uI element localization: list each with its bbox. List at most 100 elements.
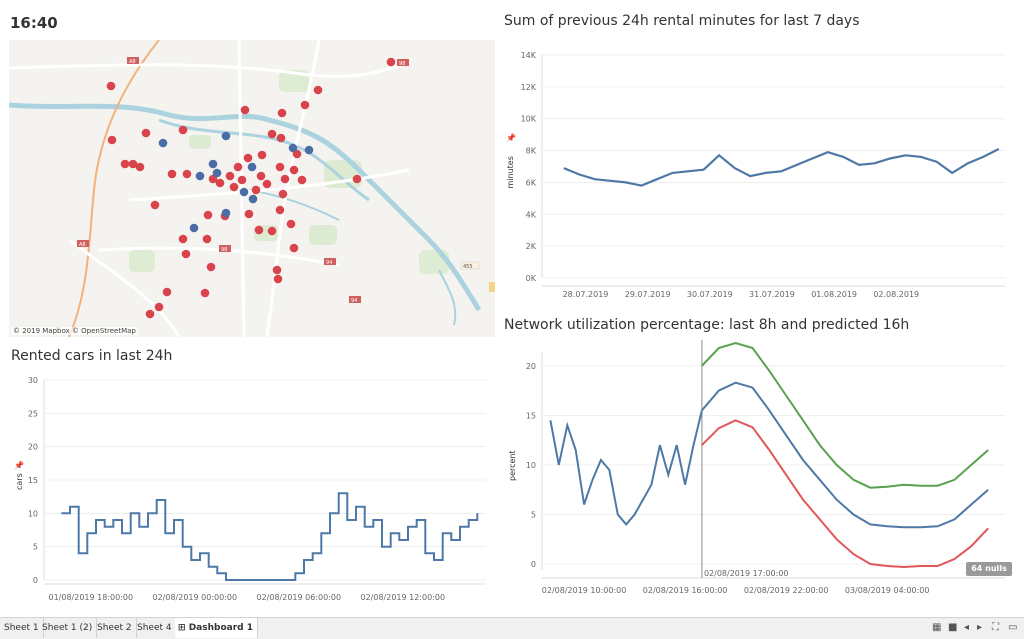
x-tick-label: 02/08/2019 00:00:00 xyxy=(153,593,238,602)
present-icon[interactable]: ▭ xyxy=(1008,622,1018,633)
x-tick-label: 28.07.2019 xyxy=(563,290,609,299)
x-tick-label: 02/08/2019 12:00:00 xyxy=(361,593,446,602)
map-dot-red xyxy=(300,100,310,110)
map-canvas[interactable]: A8 98 A8 98 94 94 455 xyxy=(9,40,495,337)
next-icon[interactable]: ▸ xyxy=(977,622,983,633)
map-dot-blue xyxy=(288,143,298,153)
rented-cars-chart[interactable]: 0 5 10 15 20 25 30 01/08/2019 18:00:00 02/08/201… xyxy=(8,370,498,610)
tab-sheet-4[interactable]: Sheet 4 xyxy=(133,618,177,638)
y-tick-label: 30 xyxy=(28,376,38,385)
map-dot-blue xyxy=(158,138,168,148)
y-tick-label: 25 xyxy=(28,409,38,418)
y-tick-label: 14K xyxy=(521,51,537,60)
series-line-history xyxy=(549,410,703,526)
y-tick-label: 15 xyxy=(526,411,536,420)
tab-sheet-1-2[interactable]: Sheet 1 (2) xyxy=(38,618,98,638)
prev-icon[interactable]: ◂ xyxy=(964,622,970,633)
map-dot-blue xyxy=(221,208,231,218)
map-dot-red xyxy=(289,243,299,253)
y-tick-label: 2K xyxy=(526,242,537,251)
map-dot-red xyxy=(313,85,323,95)
x-tick-label: 03/08/2019 04:00:00 xyxy=(845,586,930,595)
fullscreen-icon[interactable]: ⛶ xyxy=(992,622,999,633)
series-line-upper xyxy=(701,341,989,489)
city-map[interactable]: A8 98 A8 98 94 94 455 © 2019 Mapbox © Op… xyxy=(9,40,495,337)
map-dot-red xyxy=(225,171,235,181)
y-tick-label: 5 xyxy=(531,510,536,519)
y-tick-label: 8K xyxy=(526,147,537,156)
y-tick-label: 20 xyxy=(28,443,38,452)
tab-label: Dashboard 1 xyxy=(188,623,253,633)
map-dot-red xyxy=(286,219,296,229)
map-dot-red xyxy=(106,81,116,91)
x-tick-label: 29.07.2019 xyxy=(625,290,671,299)
map-dot-red xyxy=(257,150,267,160)
y-axis-label: percent xyxy=(508,450,517,481)
map-dot-red xyxy=(280,174,290,184)
map-dot-blue xyxy=(212,168,222,178)
map-dot-red xyxy=(272,265,282,275)
map-dot-blue xyxy=(189,223,199,233)
map-dot-red xyxy=(251,185,261,195)
map-dot-red xyxy=(167,169,177,179)
map-attribution[interactable]: © 2019 Mapbox © OpenStreetMap xyxy=(11,327,138,335)
map-dot-blue xyxy=(304,145,314,155)
dashboard-icon: ⊞ xyxy=(178,623,186,633)
network-utilization-chart[interactable]: 0 5 10 15 20 02/08/2019 10:00:00 02/08/2019 16… xyxy=(500,340,1020,610)
map-dot-red xyxy=(150,200,160,210)
y-tick-label: 20 xyxy=(526,362,536,371)
y-axis-label: cars xyxy=(15,473,24,490)
map-dot-red xyxy=(206,262,216,272)
road-label: A8 xyxy=(129,59,136,65)
map-dot-red xyxy=(145,309,155,319)
rental-minutes-chart[interactable]: 0K 2K 4K 6K 8K 10K 12K 14K 28.07.2019 29.07.2019 3… xyxy=(500,40,1020,310)
map-dot-blue xyxy=(208,159,218,169)
map-dot-red xyxy=(352,174,362,184)
map-dot-blue xyxy=(248,194,258,204)
map-dot-blue xyxy=(239,187,249,197)
map-dot-red xyxy=(276,133,286,143)
map-dot-red xyxy=(215,178,225,188)
map-dot-red xyxy=(267,129,277,139)
road-label: 94 xyxy=(326,260,332,266)
x-tick-label: 02/08/2019 06:00:00 xyxy=(257,593,342,602)
map-dot-red xyxy=(243,153,253,163)
series-line-minutes xyxy=(563,148,1000,187)
tab-sheet-2[interactable]: Sheet 2 xyxy=(93,618,137,638)
map-dot-red xyxy=(386,57,396,67)
y-tick-label: 12K xyxy=(521,83,537,92)
y-axis-label: minutes xyxy=(506,156,515,188)
map-dot-red xyxy=(202,234,212,244)
map-dot-red xyxy=(141,128,151,138)
map-dot-red xyxy=(128,159,138,169)
x-tick-label: 02.08.2019 xyxy=(873,290,919,299)
sheet-view-icon[interactable]: ■ xyxy=(948,622,958,633)
map-dot-red xyxy=(229,182,239,192)
y-tick-label: 15 xyxy=(28,476,38,485)
map-dot-red xyxy=(154,302,164,312)
y-tick-label: 10K xyxy=(521,115,537,124)
map-dot-red xyxy=(277,108,287,118)
sheet-tab-bar: Sheet 1 Sheet 1 (2) Sheet 2 Sheet 4 ⊞ Da… xyxy=(0,617,1024,639)
map-dot-red xyxy=(237,175,247,185)
map-dot-blue xyxy=(195,171,205,181)
tab-sheet-1[interactable]: Sheet 1 xyxy=(0,618,44,638)
tab-dashboard-1[interactable]: ⊞ Dashboard 1 xyxy=(175,618,258,638)
nulls-badge[interactable]: 64 nulls xyxy=(966,562,1012,576)
map-dot-red xyxy=(178,125,188,135)
map-dot-red xyxy=(278,189,288,199)
map-dot-blue xyxy=(221,131,231,141)
x-tick-label: 01.08.2019 xyxy=(811,290,857,299)
map-dot-red xyxy=(200,288,210,298)
map-dot-red xyxy=(107,135,117,145)
x-tick-label: 30.07.2019 xyxy=(687,290,733,299)
series-line-cars xyxy=(61,492,479,581)
grid-view-icon[interactable]: ▦ xyxy=(932,622,942,633)
map-dot-red xyxy=(244,209,254,219)
map-dot-red xyxy=(178,234,188,244)
network-title: Network utilization percentage: last 8h … xyxy=(504,317,910,333)
series-line-mean xyxy=(701,381,989,529)
map-dot-red xyxy=(289,165,299,175)
y-tick-label: 0 xyxy=(33,576,38,585)
map-dot-red xyxy=(254,225,264,235)
